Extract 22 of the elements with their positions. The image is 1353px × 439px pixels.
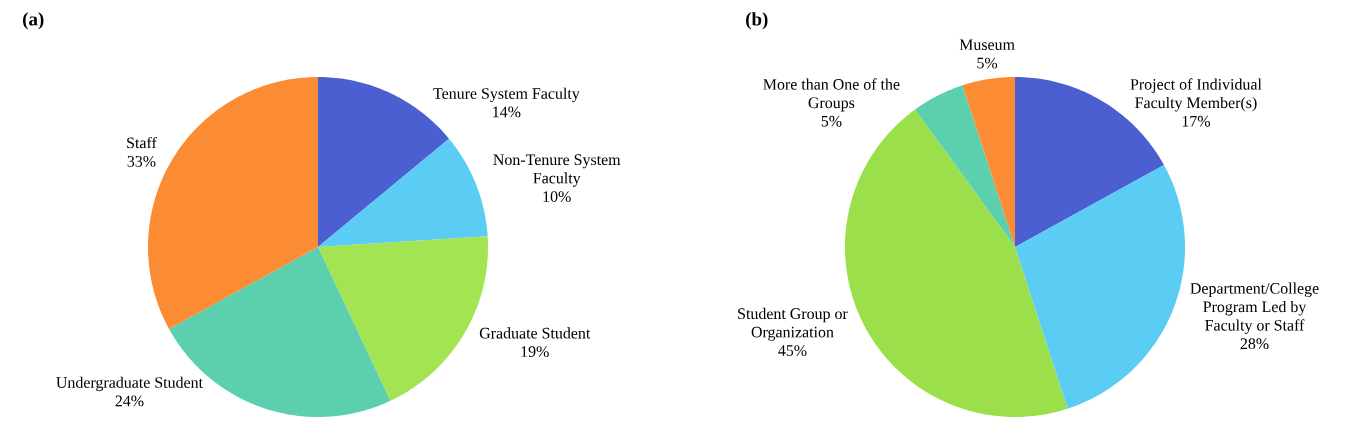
slice-label: Non-Tenure System Faculty bbox=[493, 154, 621, 187]
data-label: 33% bbox=[127, 155, 156, 167]
data-label: 28% bbox=[1240, 338, 1269, 350]
slice-label: Staff bbox=[127, 136, 157, 149]
data-label: 19% bbox=[521, 346, 549, 358]
slice-label: Project of Individual Faculty Member(s) bbox=[1130, 78, 1262, 112]
data-label: 45% bbox=[778, 345, 807, 356]
slice-label: Department/College Program Led by Faculty or Staff bbox=[1190, 282, 1319, 334]
data-label: 10% bbox=[543, 191, 571, 202]
data-label: 5% bbox=[821, 115, 842, 127]
data-label: 5% bbox=[977, 57, 998, 69]
data-label: 14% bbox=[493, 106, 521, 118]
slice-label: Museum bbox=[959, 39, 1015, 51]
slice-label: Student Group or Organization bbox=[738, 307, 848, 341]
slice-label: More than One of the Groups bbox=[763, 78, 900, 112]
slice-label: Graduate Student bbox=[479, 327, 591, 339]
slice-label: Undergraduate Student bbox=[56, 376, 203, 392]
chart-title: (a) bbox=[23, 12, 44, 30]
chart-title: (b) bbox=[746, 12, 768, 30]
data-label: 24% bbox=[115, 395, 144, 407]
slice-label: Tenure System Faculty bbox=[433, 87, 580, 103]
data-label: 17% bbox=[1182, 115, 1211, 127]
